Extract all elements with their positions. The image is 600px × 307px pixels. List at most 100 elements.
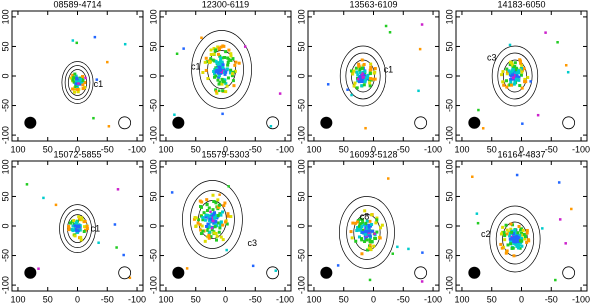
pixel <box>25 183 29 186</box>
pixel <box>208 225 212 229</box>
x-tick-label: 0 <box>519 294 524 304</box>
pixel <box>243 45 247 48</box>
y-tick-label: 50 <box>296 191 306 201</box>
x-tick-label: -50 <box>101 144 114 154</box>
pixel <box>71 87 75 91</box>
pixel <box>221 238 225 242</box>
pixel <box>218 226 222 230</box>
y-tick-label: 100 <box>444 9 454 24</box>
contour <box>339 45 387 107</box>
pixel <box>206 222 210 226</box>
pixel <box>72 76 76 80</box>
pixel <box>251 264 255 268</box>
pixel <box>420 23 424 26</box>
pixel <box>209 57 213 61</box>
pixel <box>500 73 504 77</box>
pixel <box>510 83 514 87</box>
y-tick-label: -50 <box>444 249 454 262</box>
pixel <box>360 225 364 229</box>
pixel <box>518 239 522 243</box>
pixel <box>225 248 228 252</box>
pixel <box>216 198 220 202</box>
annotation: c3 <box>487 53 497 63</box>
pixel <box>215 61 219 65</box>
pixel <box>364 126 367 130</box>
pixel <box>82 220 86 224</box>
y-tick-label: 50 <box>444 191 454 201</box>
pixel <box>74 82 78 86</box>
x-tick-label: -100 <box>276 294 294 304</box>
x-tick-label: 0 <box>75 144 80 154</box>
pixel <box>370 222 374 226</box>
pixel <box>523 77 527 81</box>
pixel <box>520 86 524 90</box>
pixel <box>83 81 87 85</box>
pixel <box>200 224 204 228</box>
pixel <box>226 76 230 80</box>
pixel <box>505 85 509 89</box>
contour <box>199 40 244 99</box>
pixel <box>362 223 366 227</box>
pixel <box>512 235 516 239</box>
pixel <box>368 77 372 81</box>
pixel <box>212 221 216 225</box>
annotation: c2 <box>481 229 491 239</box>
pixel <box>566 70 570 74</box>
pixel <box>517 242 521 246</box>
pixel <box>373 232 376 236</box>
pixel <box>514 74 518 78</box>
pixel <box>199 204 203 208</box>
pixel <box>70 228 74 232</box>
panel: 15072-5855 100 50 0 -50 -100 -100 -50 0 50 100 c1 <box>0 149 146 304</box>
x-tick-label: -100 <box>572 144 590 154</box>
pixel <box>357 64 361 68</box>
pixel <box>215 91 219 95</box>
pixel <box>227 185 230 188</box>
pixel <box>508 63 512 67</box>
beam-outline <box>266 266 280 280</box>
pixel <box>357 235 361 239</box>
y-tick-label: 100 <box>444 159 454 174</box>
pixel <box>80 81 84 85</box>
beam <box>172 116 185 129</box>
pixel <box>522 67 526 71</box>
pixel <box>506 70 510 74</box>
pixel <box>42 196 45 200</box>
pixel <box>214 74 218 78</box>
pixel <box>207 236 211 240</box>
x-tick-label: 0 <box>371 294 376 304</box>
pixel <box>513 65 517 69</box>
pixel <box>511 231 515 235</box>
pixel <box>379 226 383 230</box>
pixel <box>368 72 372 76</box>
pixel <box>520 233 524 237</box>
pixel <box>76 89 80 93</box>
pixel <box>225 67 229 71</box>
pixel <box>201 70 205 74</box>
pixel <box>205 202 209 206</box>
pixel <box>508 83 512 87</box>
pixel <box>214 70 218 74</box>
pixel <box>523 80 527 84</box>
pixel <box>81 83 85 87</box>
pixel <box>515 244 519 248</box>
pixel <box>204 215 208 219</box>
pixel <box>511 73 515 77</box>
pixel <box>554 278 557 282</box>
y-tick-label: 0 <box>148 73 158 78</box>
pixel <box>219 213 223 217</box>
pixel <box>214 223 218 227</box>
pixel <box>226 60 230 64</box>
pixel <box>366 73 370 77</box>
y-tick-label: -50 <box>444 99 454 112</box>
y-tick-label: -50 <box>296 249 306 262</box>
pixel <box>78 228 82 232</box>
pixel <box>170 191 174 194</box>
pixel <box>221 223 225 227</box>
pixel <box>361 221 365 225</box>
beam <box>24 116 37 129</box>
pixel <box>213 213 217 217</box>
pixel <box>221 89 225 93</box>
panel: 12300-6119 100 50 0 -50 -100 -100 -50 0 50 100 c1 <box>148 0 294 154</box>
